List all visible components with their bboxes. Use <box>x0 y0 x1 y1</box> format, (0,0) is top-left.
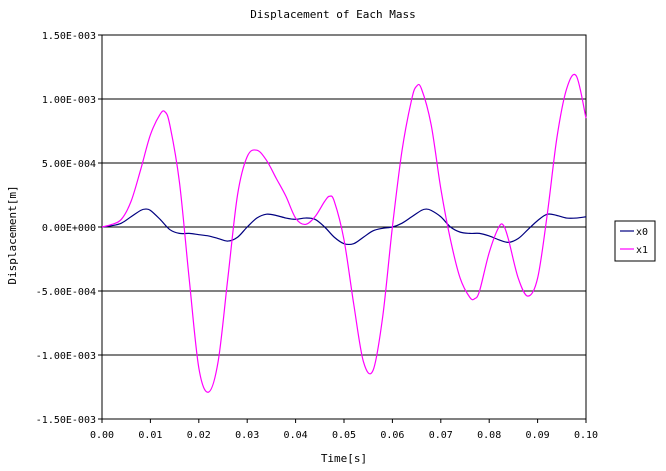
y-axis-label: Displacement[m] <box>6 185 19 284</box>
y-tick-label: 5.00E-004 <box>42 159 96 170</box>
y-tick-label: -1.50E-003 <box>36 415 96 426</box>
x-tick-label: 0.07 <box>429 430 453 441</box>
legend-label-x0: x0 <box>636 227 648 238</box>
y-tick-label: 1.50E-003 <box>42 31 96 42</box>
legend-label-x1: x1 <box>636 245 648 256</box>
x-tick-label: 0.02 <box>187 430 211 441</box>
y-tick-label: 0.00E+000 <box>42 223 96 234</box>
chart-title: Displacement of Each Mass <box>250 8 416 21</box>
x-tick-label: 0.10 <box>574 430 598 441</box>
x-axis-label: Time[s] <box>321 452 367 465</box>
x-tick-label: 0.05 <box>332 430 356 441</box>
x-tick-label: 0.01 <box>138 430 162 441</box>
series-line-x0 <box>101 208 587 246</box>
series-layer <box>101 73 587 393</box>
x-tick-label: 0.03 <box>235 430 259 441</box>
x-tick-label: 0.00 <box>90 430 114 441</box>
y-tick-labels: 1.50E-003 1.00E-003 5.00E-004 0.00E+000 -5.0… <box>36 31 102 426</box>
x-tick-labels: 0.00 0.01 0.02 0.03 0.04 0.05 0.06 0.07 0.08 0.09… <box>90 419 598 441</box>
x-tick-label: 0.04 <box>284 430 308 441</box>
x-tick-label: 0.09 <box>526 430 550 441</box>
y-tick-label: -5.00E-004 <box>36 287 96 298</box>
y-tick-label: -1.00E-003 <box>36 351 96 362</box>
x-tick-label: 0.08 <box>477 430 501 441</box>
legend: x0 x1 <box>614 220 656 262</box>
x-tick-label: 0.06 <box>380 430 404 441</box>
series-line-x1 <box>101 73 587 393</box>
y-tick-label: 1.00E-003 <box>42 95 96 106</box>
legend-box <box>614 220 656 262</box>
